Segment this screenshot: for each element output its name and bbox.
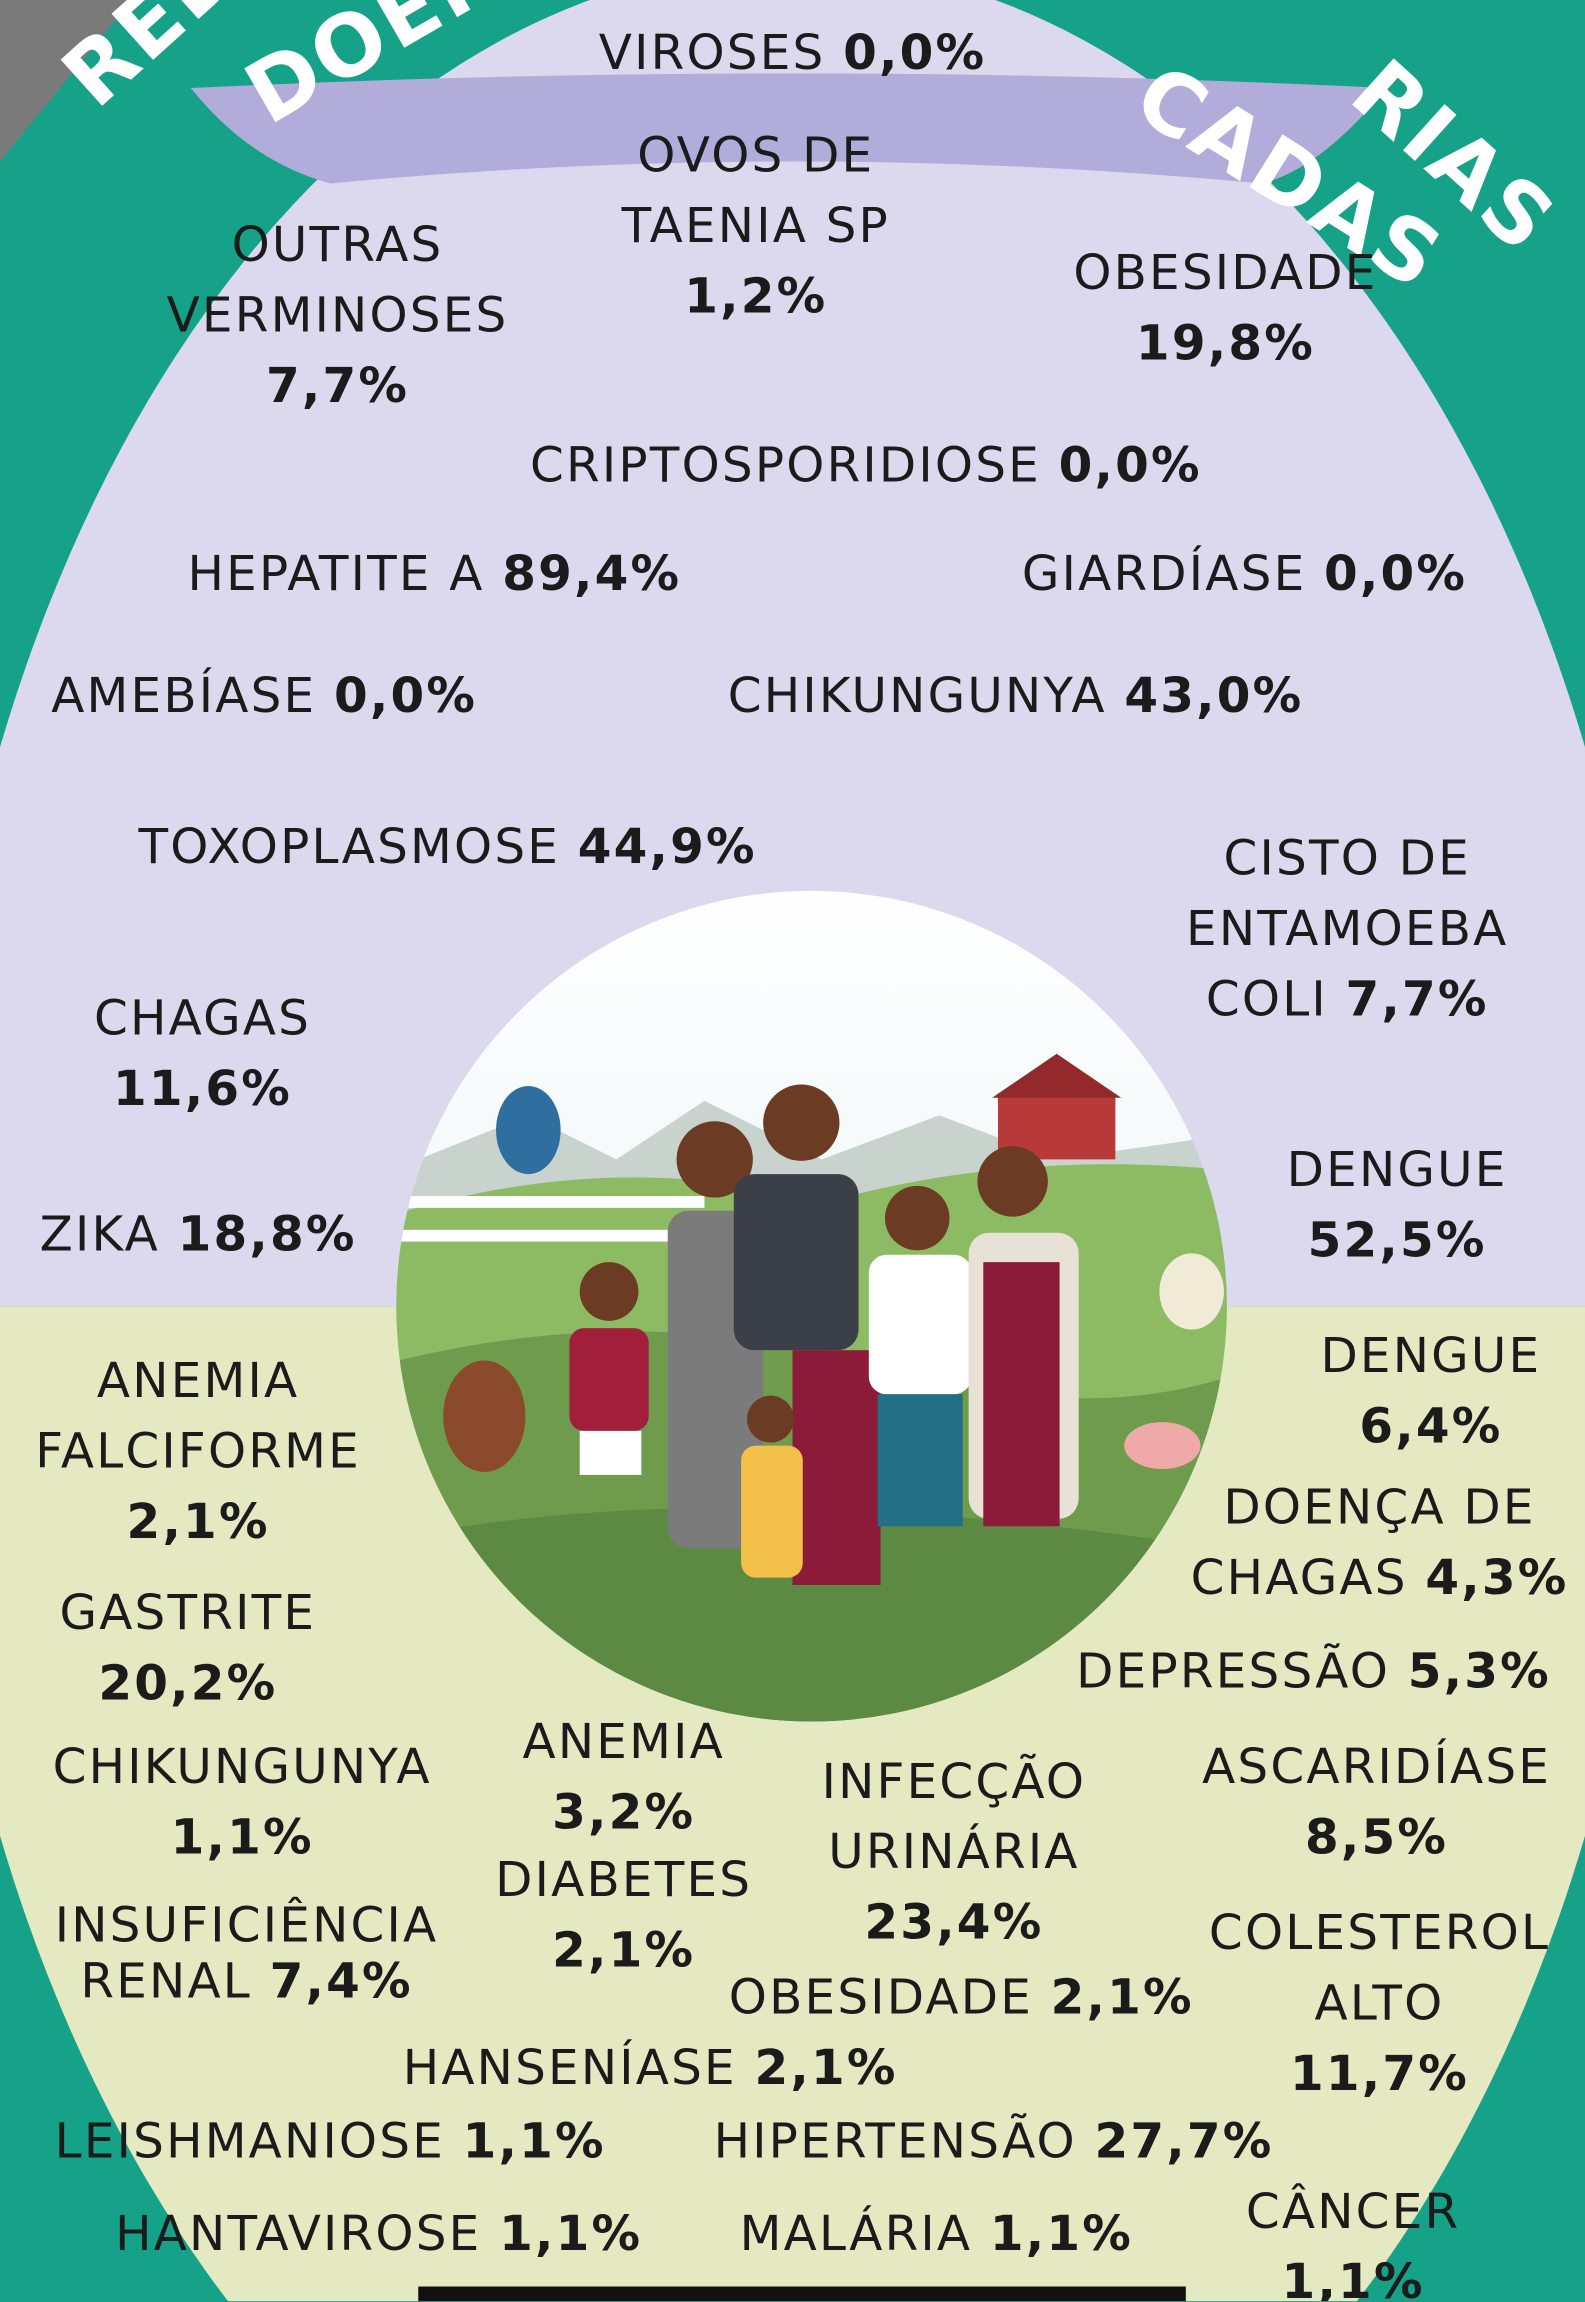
disease-label: OBESIDADE 2,1%	[729, 1962, 1194, 2032]
disease-label: CHIKUNGUNYA 43,0%	[728, 660, 1304, 730]
page: REDDOENÇCADASRIASVIROSES 0,0%OVOS DE TAE…	[0, 0, 1585, 2302]
disease-label: AMEBÍASE 0,0%	[51, 660, 477, 730]
disease-name: MALÁRIA	[740, 2204, 973, 2261]
disease-name: OUTRAS VERMINOSES	[167, 216, 509, 344]
disease-percent: 8,5%	[1305, 1808, 1448, 1865]
disease-percent: 11,6%	[113, 1060, 292, 1117]
disease-name: COLESTEROL ALTO	[1209, 1903, 1550, 2031]
disease-name: HIPERTENSÃO	[714, 2112, 1077, 2169]
disease-name: LEISHMANIOSE	[55, 2112, 445, 2169]
disease-percent: 0,0%	[1059, 436, 1202, 493]
disease-label: VIROSES 0,0%	[599, 18, 986, 88]
disease-label: OBESIDADE 19,8%	[1035, 238, 1417, 379]
disease-name: OBESIDADE	[1073, 244, 1377, 301]
disease-label: HEPATITE A 89,4%	[188, 539, 682, 609]
disease-name: DENGUE	[1320, 1327, 1541, 1384]
disease-name: ZIKA	[40, 1205, 160, 1262]
disease-name: VIROSES	[599, 23, 826, 80]
disease-percent: 44,9%	[578, 817, 757, 874]
disease-name: OVOS DE TAENIA SP	[622, 126, 890, 254]
disease-percent: 6,4%	[1359, 1397, 1502, 1454]
disease-percent: 2,1%	[1051, 1968, 1194, 2025]
disease-percent: 7,4%	[270, 1952, 413, 2009]
disease-label: DEPRESSÃO 5,3%	[1076, 1636, 1551, 1706]
disease-name: DENGUE	[1287, 1140, 1508, 1197]
disease-name: TOXOPLASMOSE	[138, 817, 560, 874]
disease-percent: 18,8%	[178, 1205, 357, 1262]
disease-percent: 7,7%	[266, 357, 409, 414]
infographic: REDDOENÇCADASRIASVIROSES 0,0%OVOS DE TAE…	[0, 0, 1585, 2301]
disease-label: INSUFICIÊNCIA RENAL 7,4%	[1, 1898, 493, 2010]
disease-name: CHAGAS	[94, 989, 311, 1046]
disease-percent: 2,1%	[754, 2038, 897, 2095]
disease-label: OUTRAS VERMINOSES 7,7%	[125, 210, 551, 421]
disease-name: HANTAVIROSE	[115, 2204, 481, 2261]
disease-name: CÂNCER	[1246, 2182, 1460, 2239]
disease-name: GASTRITE	[59, 1584, 316, 1641]
disease-label: CRIPTOSPORIDIOSE 0,0%	[530, 430, 1202, 500]
disease-label: OVOS DE TAENIA SP 1,2%	[602, 120, 910, 331]
disease-percent: 0,0%	[1324, 544, 1467, 601]
disease-label: CÂNCER 1,1%	[1206, 2176, 1500, 2301]
disease-name: CRIPTOSPORIDIOSE	[530, 436, 1041, 493]
disease-label: ANEMIA FALCIFORME 2,1%	[0, 1346, 418, 1557]
disease-label: CISTO DE ENTAMOEBA COLI 7,7%	[1134, 823, 1560, 1034]
disease-label: HANSENÍASE 2,1%	[403, 2033, 898, 2103]
disease-name: OBESIDADE	[729, 1968, 1033, 2025]
disease-percent: 0,0%	[843, 23, 986, 80]
disease-percent: 1,1%	[463, 2112, 606, 2169]
disease-label: HIPERTENSÃO 27,7%	[714, 2106, 1274, 2176]
disease-percent: 1,1%	[1282, 2253, 1425, 2301]
disease-label: ANEMIA 3,2%	[492, 1707, 756, 1848]
disease-name: HEPATITE A	[188, 544, 485, 601]
disease-name: ANEMIA FALCIFORME	[35, 1352, 361, 1480]
disease-name: INFECÇÃO URINÁRIA	[822, 1752, 1087, 1880]
disease-percent: 23,4%	[864, 1893, 1043, 1950]
disease-label: MALÁRIA 1,1%	[740, 2198, 1133, 2268]
disease-name: GIARDÍASE	[1022, 544, 1306, 601]
disease-name: ASCARIDÍASE	[1202, 1738, 1551, 1795]
disease-percent: 1,1%	[990, 2204, 1133, 2261]
disease-percent: 27,7%	[1095, 2112, 1274, 2169]
disease-label: GIARDÍASE 0,0%	[1022, 539, 1467, 609]
disease-label: TOXOPLASMOSE 44,9%	[138, 812, 756, 882]
disease-percent: 1,1%	[499, 2204, 642, 2261]
disease-label: COLESTEROL ALTO 11,7%	[1159, 1898, 1585, 2109]
disease-percent: 11,7%	[1159, 2038, 1585, 2108]
disease-name: CHIKUNGUNYA	[728, 666, 1107, 723]
disease-label: GASTRITE 20,2%	[19, 1578, 357, 1719]
disease-label: HANTAVIROSE 1,1%	[115, 2198, 642, 2268]
disease-name: CHIKUNGUNYA	[53, 1738, 432, 1795]
disease-percent: 2,1%	[552, 1921, 695, 1978]
disease-name: AMEBÍASE	[51, 666, 316, 723]
disease-percent: 43,0%	[1124, 666, 1303, 723]
disease-label: ZIKA 18,8%	[40, 1199, 357, 1269]
disease-label: CHAGAS 11,6%	[56, 983, 350, 1124]
disease-name: DIABETES	[495, 1851, 752, 1908]
disease-label: DENGUE 6,4%	[1284, 1321, 1578, 1462]
disease-percent: 1,1%	[171, 1808, 314, 1865]
disease-percent: 1,2%	[684, 267, 827, 324]
disease-label: DOENÇA DE CHAGAS 4,3%	[1170, 1472, 1585, 1613]
disease-percent: 19,8%	[1136, 314, 1315, 371]
disease-percent: 2,1%	[127, 1493, 270, 1550]
disease-label: ASCARIDÍASE 8,5%	[1164, 1732, 1585, 1873]
disease-percent: 52,5%	[1308, 1211, 1487, 1268]
disease-percent: 7,7%	[1345, 970, 1488, 1027]
disease-label: DENGUE 52,5%	[1250, 1134, 1544, 1275]
disease-percent: 89,4%	[502, 544, 681, 601]
disease-name: ANEMIA	[523, 1713, 725, 1770]
disease-percent: 20,2%	[98, 1654, 277, 1711]
disease-label: INFECÇÃO URINÁRIA 23,4%	[778, 1746, 1130, 1957]
disease-name: HANSENÍASE	[403, 2038, 737, 2095]
disease-percent: 4,3%	[1425, 1548, 1568, 1605]
disease-percent: 5,3%	[1408, 1642, 1551, 1699]
disease-percent: 0,0%	[334, 666, 477, 723]
disease-percent: 3,2%	[552, 1783, 695, 1840]
disease-label: CHIKUNGUNYA 1,1%	[0, 1732, 488, 1873]
disease-name: DEPRESSÃO	[1076, 1642, 1390, 1699]
disease-label: LEISHMANIOSE 1,1%	[55, 2106, 606, 2176]
